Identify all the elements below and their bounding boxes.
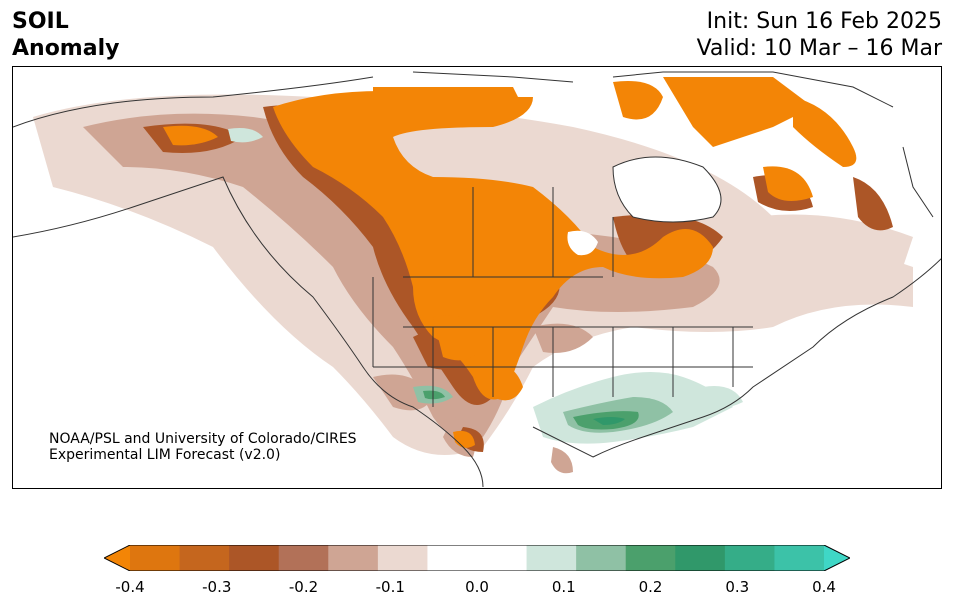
colorbar-segment <box>278 545 329 571</box>
colorbar-tick-label: 0.1 <box>551 578 576 596</box>
colorbar-segment <box>774 545 825 571</box>
map-title: SOIL Anomaly <box>12 8 119 62</box>
colorbar-segment <box>477 545 528 571</box>
colorbar-extend-high <box>824 545 850 571</box>
credit-line-2: Experimental LIM Forecast (v2.0) <box>49 447 281 463</box>
colorbar-segment <box>526 545 577 571</box>
orange-anomaly-layer <box>163 77 857 448</box>
colorbar-segment <box>328 545 379 571</box>
colorbar-segment <box>130 545 181 571</box>
colorbar-tick-label: 0.0 <box>465 578 489 596</box>
valid-range: Valid: 10 Mar – 16 Mar <box>696 36 942 61</box>
map-svg <box>13 71 941 488</box>
credit-text: NOAA/PSL and University of Colorado/CIRE… <box>49 431 357 463</box>
variable-label: SOIL <box>12 9 69 34</box>
forecast-dates: Init: Sun 16 Feb 2025 Valid: 10 Mar – 16… <box>697 8 942 62</box>
colorbar-segment <box>675 545 726 571</box>
colorbar-segment <box>625 545 676 571</box>
colorbar-tick-label: -0.2 <box>288 578 319 596</box>
colorbar-segment <box>179 545 230 571</box>
colorbar-segment <box>724 545 775 571</box>
colorbar <box>104 545 850 571</box>
colorbar-tick-label: 0.2 <box>638 578 663 596</box>
colorbar-extend-low <box>104 545 130 571</box>
lakes-layer <box>567 157 721 256</box>
colorbar-tick-label: -0.3 <box>202 578 232 596</box>
init-date: Init: Sun 16 Feb 2025 <box>706 9 942 34</box>
colorbar-segment <box>229 545 280 571</box>
anomaly-map <box>12 66 942 489</box>
colorbar-segment <box>427 545 478 571</box>
colorbar-tick-label: 0.3 <box>725 578 750 596</box>
colorbar-tick-label: 0.4 <box>812 578 836 596</box>
anomaly-label: Anomaly <box>12 36 120 61</box>
colorbar-tick-label: -0.1 <box>375 578 405 596</box>
borders-layer <box>13 71 941 488</box>
colorbar-tick-label: -0.4 <box>115 578 145 596</box>
colorbar-segment <box>377 545 428 571</box>
colorbar-segment <box>576 545 627 571</box>
credit-line-1: NOAA/PSL and University of Colorado/CIRE… <box>49 431 357 447</box>
